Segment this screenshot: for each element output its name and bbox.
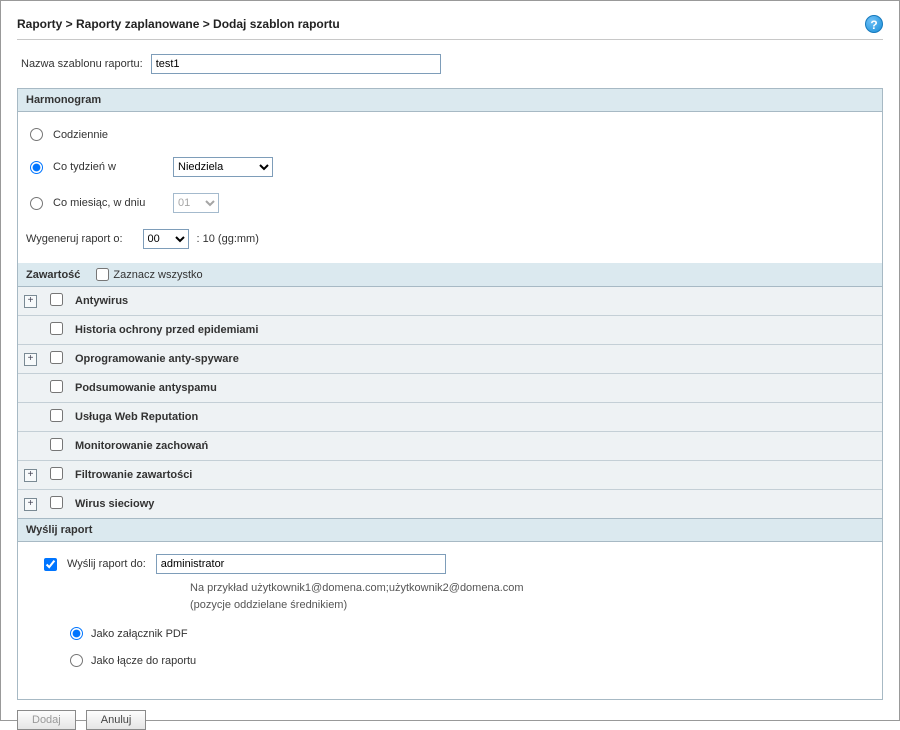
schedule-weekly-row: Co tydzień w Niedziela xyxy=(30,157,874,177)
content-row: + Antywirus xyxy=(18,287,882,316)
schedule-weekly-label: Co tydzień w xyxy=(53,161,163,173)
expand-icon[interactable]: + xyxy=(24,469,37,482)
send-title: Wyślij raport xyxy=(26,524,92,536)
help-icon[interactable]: ? xyxy=(865,15,883,33)
schedule-daily-radio[interactable] xyxy=(30,128,43,141)
send-to-label: Wyślij raport do: xyxy=(67,558,146,570)
template-name-input[interactable] xyxy=(151,54,441,74)
format-pdf-radio[interactable] xyxy=(70,627,83,640)
report-template-dialog: Raporty > Raporty zaplanowane > Dodaj sz… xyxy=(0,0,900,721)
content-row-checkbox[interactable] xyxy=(50,467,63,480)
schedule-weekly-radio[interactable] xyxy=(30,161,43,174)
content-row-checkbox[interactable] xyxy=(50,322,63,335)
generate-hour-select[interactable]: 00 xyxy=(143,229,189,249)
schedule-weekly-day-select[interactable]: Niedziela xyxy=(173,157,273,177)
main-panel: Harmonogram Codziennie Co tydzień w Nied… xyxy=(17,88,883,700)
checkbox-cell xyxy=(43,403,69,432)
send-hint: Na przykład użytkownik1@domena.com;użytk… xyxy=(190,580,874,613)
expand-cell: + xyxy=(18,287,43,316)
content-row-checkbox[interactable] xyxy=(50,351,63,364)
schedule-daily-label: Codziennie xyxy=(53,129,163,141)
content-row: Podsumowanie antyspamu xyxy=(18,374,882,403)
content-row-label: Wirus sieciowy xyxy=(69,490,882,519)
content-row-label: Monitorowanie zachowań xyxy=(69,432,882,461)
content-row: + Filtrowanie zawartości xyxy=(18,461,882,490)
format-link-radio[interactable] xyxy=(70,654,83,667)
content-row-checkbox[interactable] xyxy=(50,409,63,422)
expand-cell xyxy=(18,403,43,432)
content-row: + Wirus sieciowy xyxy=(18,490,882,519)
content-row-label: Antywirus xyxy=(69,287,882,316)
send-to-row: Wyślij raport do: xyxy=(44,554,874,574)
content-row: + Oprogramowanie anty-spyware xyxy=(18,345,882,374)
send-format-options: Jako załącznik PDF Jako łącze do raportu xyxy=(70,627,874,667)
expand-cell: + xyxy=(18,461,43,490)
checkbox-cell xyxy=(43,461,69,490)
content-row: Monitorowanie zachowań xyxy=(18,432,882,461)
content-row-label: Historia ochrony przed epidemiami xyxy=(69,316,882,345)
content-row: Usługa Web Reputation xyxy=(18,403,882,432)
schedule-title: Harmonogram xyxy=(26,94,101,106)
generate-label: Wygeneruj raport o: xyxy=(26,233,123,245)
checkbox-cell xyxy=(43,374,69,403)
checkbox-cell xyxy=(43,490,69,519)
expand-icon[interactable]: + xyxy=(24,295,37,308)
format-pdf-label: Jako załącznik PDF xyxy=(91,628,188,640)
add-button[interactable]: Dodaj xyxy=(17,710,76,730)
expand-cell xyxy=(18,316,43,345)
schedule-monthly-label: Co miesiąc, w dniu xyxy=(53,197,163,209)
template-name-label: Nazwa szablonu raportu: xyxy=(21,58,143,70)
schedule-body: Codziennie Co tydzień w Niedziela Co mie… xyxy=(18,112,882,263)
schedule-daily-row: Codziennie xyxy=(30,128,874,141)
send-enable-checkbox[interactable] xyxy=(44,558,57,571)
select-all-label: Zaznacz wszystko xyxy=(113,269,202,281)
expand-cell xyxy=(18,432,43,461)
checkbox-cell xyxy=(43,345,69,374)
select-all-checkbox[interactable] xyxy=(96,268,109,281)
schedule-monthly-day-select[interactable]: 01 xyxy=(173,193,219,213)
content-table: + AntywirusHistoria ochrony przed epidemi… xyxy=(18,287,882,518)
checkbox-cell xyxy=(43,287,69,316)
cancel-button[interactable]: Anuluj xyxy=(86,710,147,730)
content-row-label: Podsumowanie antyspamu xyxy=(69,374,882,403)
checkbox-cell xyxy=(43,432,69,461)
content-row: Historia ochrony przed epidemiami xyxy=(18,316,882,345)
content-row-label: Filtrowanie zawartości xyxy=(69,461,882,490)
send-header: Wyślij raport xyxy=(18,518,882,542)
content-row-checkbox[interactable] xyxy=(50,438,63,451)
template-name-row: Nazwa szablonu raportu: xyxy=(21,54,883,74)
send-hint-line2: (pozycje oddzielane średnikiem) xyxy=(190,599,347,611)
generate-row: Wygeneruj raport o: 00 : 10 (gg:mm) xyxy=(26,229,874,249)
content-title: Zawartość xyxy=(26,269,80,281)
schedule-header: Harmonogram xyxy=(18,89,882,112)
footer-buttons: Dodaj Anuluj xyxy=(17,710,883,730)
expand-cell: + xyxy=(18,345,43,374)
expand-icon[interactable]: + xyxy=(24,353,37,366)
expand-icon[interactable]: + xyxy=(24,498,37,511)
content-row-checkbox[interactable] xyxy=(50,380,63,393)
content-row-label: Oprogramowanie anty-spyware xyxy=(69,345,882,374)
checkbox-cell xyxy=(43,316,69,345)
expand-cell: + xyxy=(18,490,43,519)
breadcrumb: Raporty > Raporty zaplanowane > Dodaj sz… xyxy=(17,17,340,31)
header: Raporty > Raporty zaplanowane > Dodaj sz… xyxy=(17,15,883,33)
send-hint-line1: Na przykład użytkownik1@domena.com;użytk… xyxy=(190,582,524,594)
content-row-checkbox[interactable] xyxy=(50,293,63,306)
send-to-input[interactable] xyxy=(156,554,446,574)
content-row-checkbox[interactable] xyxy=(50,496,63,509)
send-body: Wyślij raport do: Na przykład użytkownik… xyxy=(18,542,882,699)
content-header: Zawartość Zaznacz wszystko xyxy=(18,263,882,287)
expand-cell xyxy=(18,374,43,403)
format-link-label: Jako łącze do raportu xyxy=(91,655,196,667)
generate-suffix: : 10 (gg:mm) xyxy=(197,233,259,245)
schedule-monthly-radio[interactable] xyxy=(30,197,43,210)
schedule-monthly-row: Co miesiąc, w dniu 01 xyxy=(30,193,874,213)
header-divider xyxy=(17,39,883,40)
content-row-label: Usługa Web Reputation xyxy=(69,403,882,432)
